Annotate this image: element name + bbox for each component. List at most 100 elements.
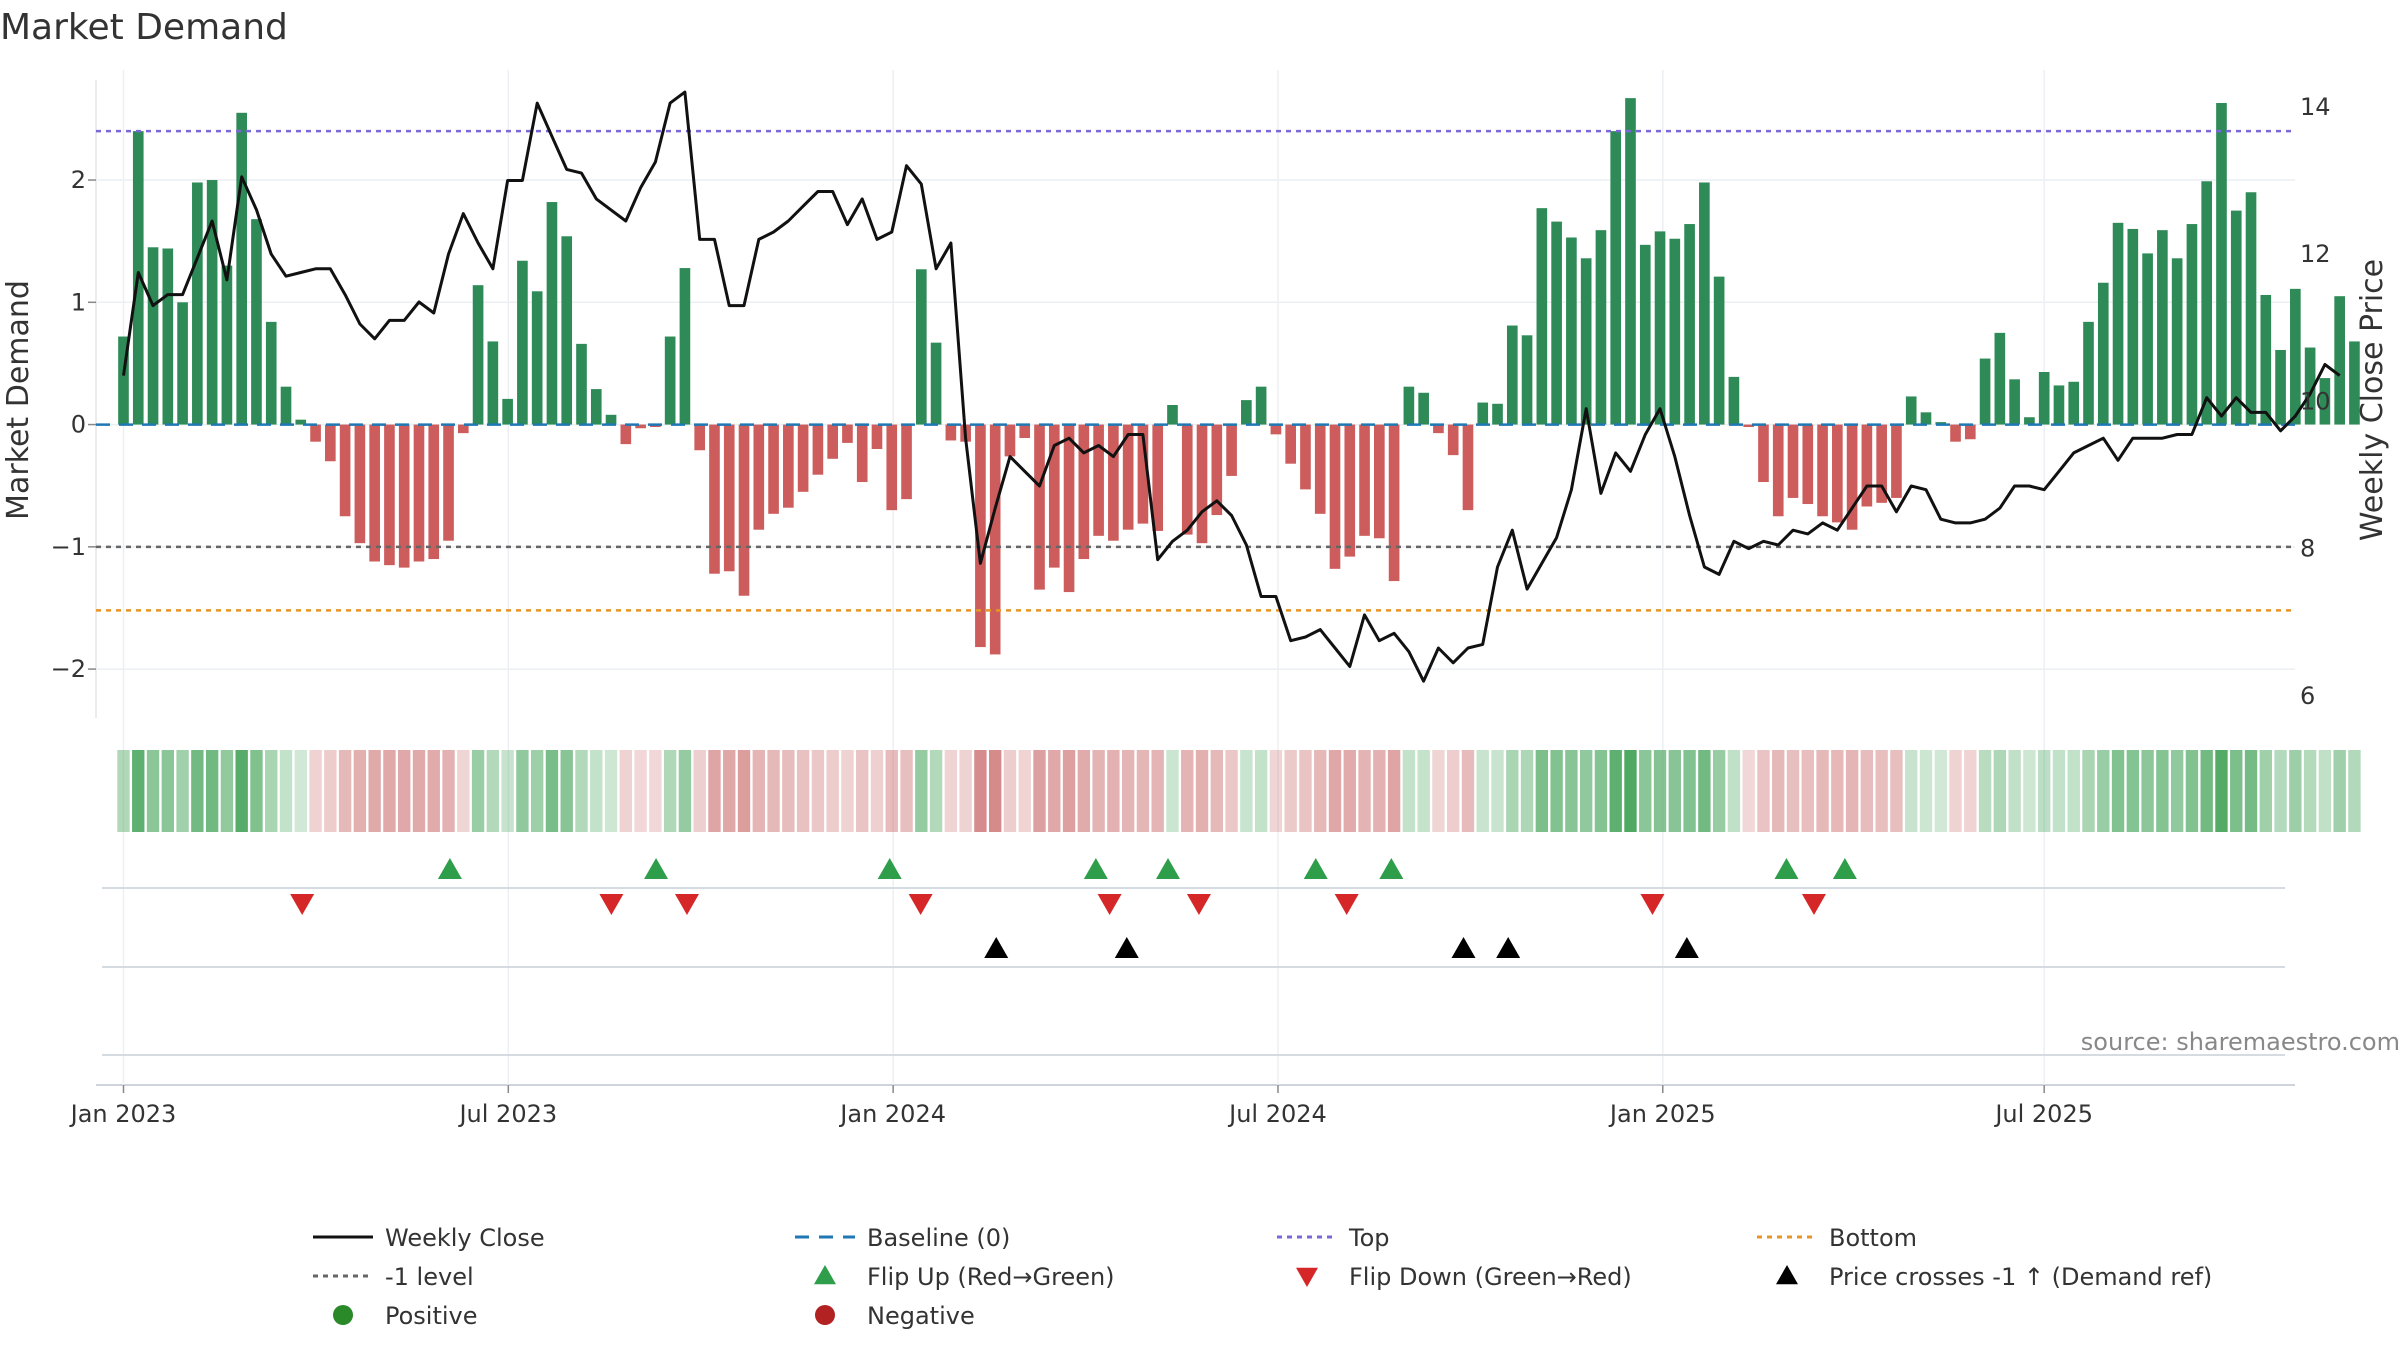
strip-cell bbox=[782, 750, 795, 832]
strip-cell bbox=[663, 750, 677, 832]
demand-bar bbox=[457, 424, 469, 434]
demand-bar bbox=[162, 248, 174, 425]
strip-cell bbox=[338, 750, 352, 832]
demand-bar bbox=[2068, 381, 2080, 425]
demand-bar bbox=[827, 424, 838, 459]
strip-cell bbox=[796, 750, 810, 832]
demand-bar bbox=[989, 424, 1001, 655]
strip-cell bbox=[2259, 750, 2272, 832]
strip-cell bbox=[1033, 750, 1046, 832]
demand-bar bbox=[1270, 424, 1282, 435]
strip-cell bbox=[2348, 750, 2361, 832]
demand-bar bbox=[930, 342, 942, 425]
price-cross-marker bbox=[1496, 937, 1521, 958]
flip-up-marker bbox=[1156, 858, 1181, 879]
demand-bar bbox=[1654, 231, 1666, 425]
demand-bar bbox=[177, 302, 188, 425]
flip-down-marker bbox=[674, 894, 699, 915]
strip-cell bbox=[2156, 750, 2169, 832]
strip-cell bbox=[944, 750, 958, 832]
strip-cell bbox=[1742, 750, 1755, 832]
strip-cell bbox=[678, 750, 692, 832]
strip-cell bbox=[1417, 750, 1430, 832]
demand-bar bbox=[1551, 221, 1562, 425]
demand-bar bbox=[975, 424, 986, 648]
demand-bar bbox=[1108, 424, 1119, 541]
strip-cell bbox=[146, 750, 160, 832]
legend-label: Positive bbox=[385, 1302, 478, 1330]
legend-item: Bottom bbox=[1757, 1224, 1917, 1252]
demand-bar bbox=[1728, 376, 1740, 425]
demand-bar bbox=[1699, 182, 1710, 425]
strip-cell bbox=[2023, 750, 2036, 832]
legend: Weekly Close Baseline (0) Top Bottom -1 leve… bbox=[313, 1224, 2212, 1330]
demand-bar bbox=[2304, 347, 2316, 425]
strip-cell bbox=[1387, 750, 1401, 832]
demand-bar bbox=[487, 341, 499, 425]
price-cross-marker bbox=[1451, 937, 1476, 958]
strip-cell bbox=[383, 750, 396, 832]
strip-cell bbox=[1284, 750, 1297, 832]
strip-cell bbox=[309, 750, 322, 832]
demand-bar bbox=[1521, 335, 1533, 425]
demand-bar bbox=[295, 419, 307, 425]
strip-cell bbox=[1003, 750, 1017, 832]
strip-cell bbox=[545, 750, 559, 832]
demand-bar bbox=[1979, 358, 1991, 425]
strip-cell bbox=[590, 750, 603, 832]
strip-cell bbox=[2111, 750, 2125, 832]
demand-bar bbox=[2112, 222, 2124, 425]
demand-bar bbox=[1580, 258, 1592, 425]
demand-bar bbox=[1639, 244, 1651, 425]
strip-cell bbox=[723, 750, 736, 832]
strip-cell bbox=[2170, 750, 2184, 832]
weekly-close-series bbox=[122, 90, 2341, 683]
strip-cell bbox=[1358, 750, 1371, 832]
strip-cell bbox=[412, 750, 426, 832]
strip-cell bbox=[737, 750, 751, 832]
strip-cell bbox=[1254, 750, 1268, 832]
strip-cell bbox=[205, 750, 219, 832]
demand-bar bbox=[590, 389, 602, 425]
demand-bar bbox=[1196, 424, 1208, 544]
strip-cell bbox=[1506, 750, 1519, 832]
strip-cell bbox=[2126, 750, 2140, 832]
y-axis-label: Market Demand bbox=[1, 280, 36, 520]
demand-bar bbox=[768, 424, 779, 514]
price-cross-marker bbox=[1674, 937, 1699, 958]
demand-bar bbox=[1743, 424, 1755, 428]
strip-cell bbox=[2052, 750, 2066, 832]
legend-swatch bbox=[814, 1265, 836, 1285]
strip-cell bbox=[575, 750, 588, 832]
strip-cell bbox=[604, 750, 618, 832]
demand-bar bbox=[812, 424, 824, 475]
flip-down-marker bbox=[1801, 894, 1826, 915]
strip-cell bbox=[1520, 750, 1534, 832]
demand-bar bbox=[1359, 424, 1370, 536]
demand-bar bbox=[1669, 238, 1681, 425]
demand-bar bbox=[2142, 253, 2153, 425]
demand-bar bbox=[945, 424, 957, 441]
strip-cell bbox=[2008, 750, 2021, 832]
flip-up-marker bbox=[1832, 858, 1857, 879]
strip-cell bbox=[1978, 750, 1992, 832]
strip-cell bbox=[2185, 750, 2199, 832]
axis-ticks: Jan 2023 Jul 2023 Jan 2024 Jul 2024 Jan 2025… bbox=[51, 93, 2331, 1128]
strip-cell bbox=[1890, 750, 1903, 832]
strip-cell bbox=[368, 750, 381, 832]
y2-tick-label: 14 bbox=[2300, 93, 2331, 121]
strip-cell bbox=[2097, 750, 2110, 832]
demand-bar bbox=[325, 424, 336, 462]
strip-cell bbox=[1993, 750, 2007, 832]
demand-bar bbox=[1832, 424, 1843, 523]
strip-cell bbox=[294, 750, 307, 832]
strip-cell bbox=[1949, 750, 1962, 832]
strip-cell bbox=[1299, 750, 1312, 832]
demand-bar bbox=[369, 424, 380, 562]
demand-bar bbox=[2053, 385, 2065, 425]
strip-cell bbox=[1181, 750, 1194, 832]
strip-cell bbox=[1639, 750, 1652, 832]
strip-cell bbox=[1048, 750, 1061, 832]
strip-cell bbox=[1919, 750, 1933, 832]
